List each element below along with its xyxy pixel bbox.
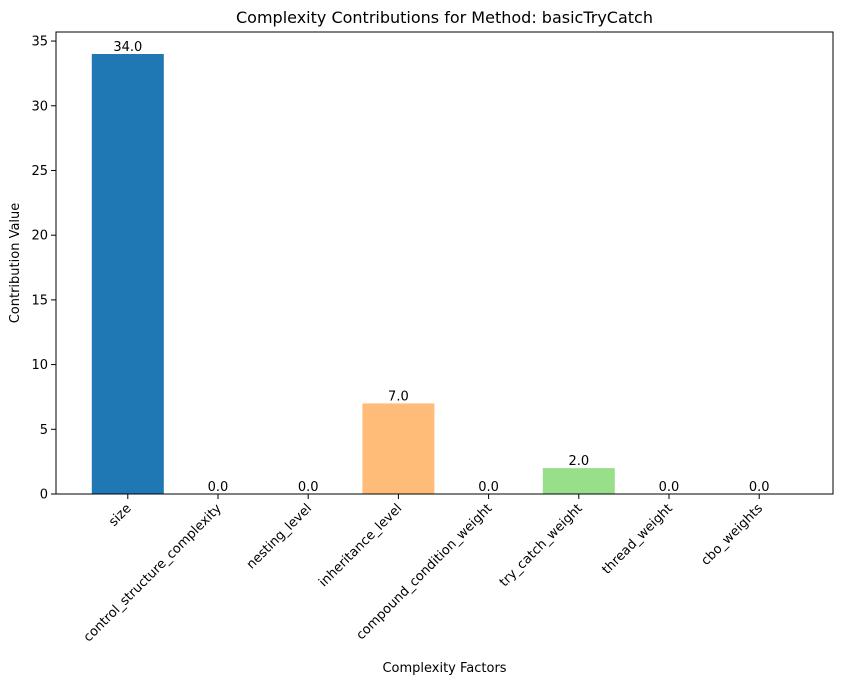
chart-title: Complexity Contributions for Method: bas…: [236, 8, 653, 27]
x-tick-label-inheritance_level: inheritance_level: [316, 501, 405, 590]
y-axis: 0 5 10 15 20 25 30 35: [31, 35, 56, 503]
value-label-thread_weight: 0.0: [659, 480, 680, 495]
y-tick-label-5: 5: [40, 423, 48, 438]
y-axis-title: Contribution Value: [8, 203, 23, 324]
x-axis-title: Complexity Factors: [382, 661, 506, 676]
bar-inheritance_level: [362, 403, 435, 494]
y-tick-label-0: 0: [40, 488, 48, 503]
y-tick-label-20: 20: [31, 229, 48, 244]
value-label-inheritance_level: 7.0: [388, 389, 409, 404]
value-label-size: 34.0: [113, 40, 142, 55]
y-tick-label-25: 25: [31, 164, 48, 179]
value-label-control_structure_complexity: 0.0: [208, 480, 229, 495]
y-tick-label-10: 10: [31, 358, 48, 373]
y-tick-label-35: 35: [31, 35, 48, 50]
value-label-try_catch_weight: 2.0: [568, 454, 589, 469]
value-label-nesting_level: 0.0: [298, 480, 319, 495]
bars-group: [91, 54, 615, 494]
bar-try_catch_weight: [542, 468, 615, 494]
x-tick-label-size: size: [106, 501, 134, 529]
plot-frame: [55, 31, 834, 495]
x-tick-label-nesting_level: nesting_level: [244, 501, 315, 572]
value-labels-group: 34.0 0.0 0.0 7.0 0.0 2.0 0.0 0.0: [113, 40, 769, 495]
value-label-cbo_weights: 0.0: [749, 480, 770, 495]
bar-size: [91, 54, 164, 494]
x-tick-label-thread_weight: thread_weight: [599, 501, 675, 577]
y-tick-label-15: 15: [31, 293, 48, 308]
y-tick-label-30: 30: [31, 99, 48, 114]
x-tick-label-cbo_weights: cbo_weights: [699, 501, 767, 569]
value-label-compound_condition_weight: 0.0: [478, 480, 499, 495]
x-tick-label-control_structure_complexity: control_structure_complexity: [81, 501, 225, 645]
x-tick-label-try_catch_weight: try_catch_weight: [497, 501, 586, 590]
